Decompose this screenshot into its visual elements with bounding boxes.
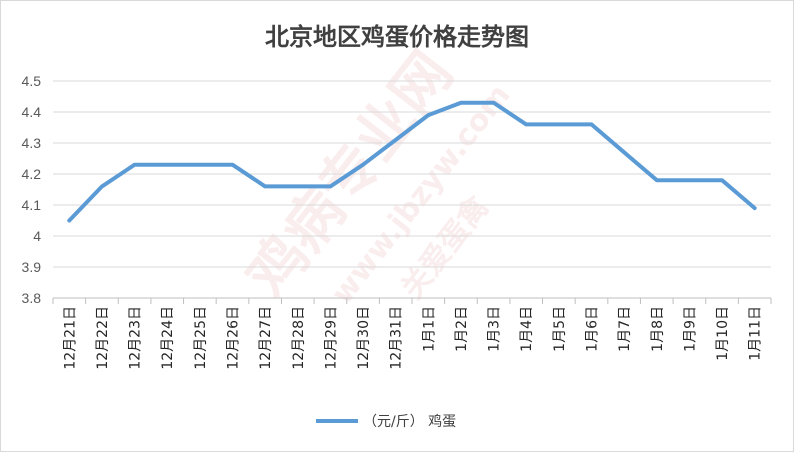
- y-tick-label: 4.5: [22, 73, 42, 89]
- y-tick-label: 4.4: [22, 104, 42, 120]
- x-tick-label: 12月25日: [193, 306, 209, 370]
- x-tick-label: 1月9日: [682, 306, 698, 352]
- y-tick-label: 4.2: [22, 166, 42, 182]
- y-tick-label: 4.1: [22, 197, 42, 213]
- x-tick-label: 1月2日: [454, 306, 470, 352]
- series-line: [67, 100, 757, 223]
- y-tick-label: 4.3: [22, 135, 42, 151]
- x-tick-label: 12月21日: [62, 306, 78, 370]
- x-tick-label: 12月23日: [128, 306, 144, 370]
- x-tick-label: 12月28日: [291, 306, 307, 370]
- x-tick-label: 1月7日: [617, 306, 633, 352]
- x-tick-label: 1月3日: [487, 306, 503, 352]
- y-tick-label: 3.8: [22, 290, 42, 306]
- x-tick-label: 1月5日: [552, 306, 568, 352]
- x-tick-label: 1月6日: [585, 306, 601, 352]
- x-tick-label: 12月31日: [389, 306, 405, 370]
- legend: （元/斤） 鸡蛋: [316, 413, 456, 430]
- x-tick-label: 12月30日: [356, 306, 372, 370]
- x-tick-label: 12月22日: [95, 306, 111, 370]
- x-tick-label: 12月24日: [160, 306, 176, 370]
- series-layer: [67, 100, 757, 223]
- x-tick-label: 1月10日: [715, 306, 731, 361]
- x-tick-label: 1月4日: [519, 306, 535, 352]
- y-axis-ticks: 3.8 3.9 4 4.1 4.2 4.3 4.4 4.5: [22, 73, 42, 306]
- x-tick-label: 12月29日: [323, 306, 339, 370]
- y-tick-label: 3.9: [22, 259, 42, 275]
- x-tick-label: 1月8日: [650, 306, 666, 352]
- x-axis-ticks: 12月21日 12月22日 12月23日 12月24日 12月25日 12月26日 12月2…: [52, 298, 772, 370]
- x-tick-label: 12月26日: [226, 306, 242, 370]
- legend-label: （元/斤） 鸡蛋: [363, 413, 456, 430]
- x-tick-label: 1月11日: [748, 306, 764, 361]
- x-tick-label: 1月1日: [421, 306, 437, 352]
- chart-title: 北京地区鸡蛋价格走势图: [265, 23, 529, 51]
- x-tick-label: 12月27日: [258, 306, 274, 370]
- y-tick-label: 4: [33, 228, 41, 244]
- watermark: 鸡病专业网 www.jbzyw.com 关爱蛋禽: [233, 39, 517, 311]
